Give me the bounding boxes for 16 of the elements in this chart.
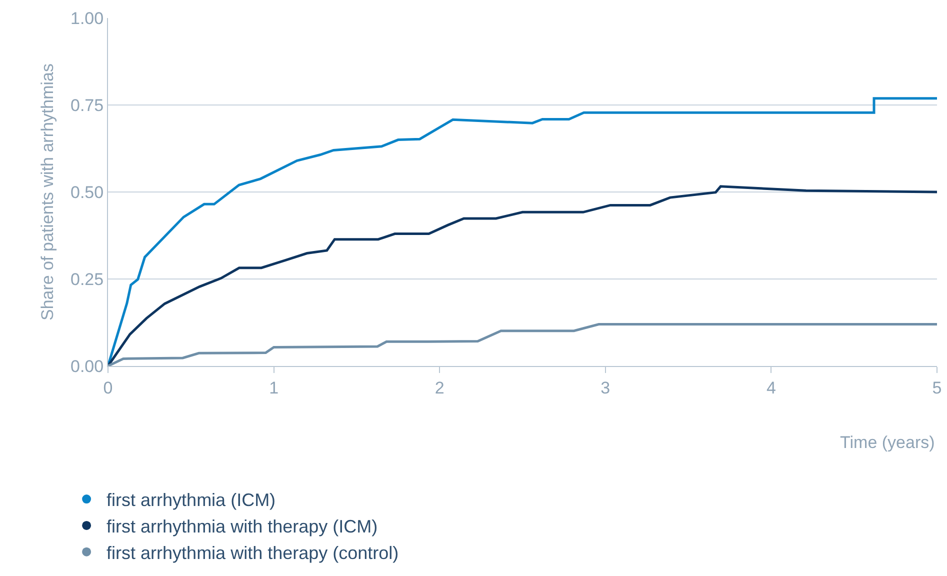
y-tick-label: 0.00 bbox=[70, 356, 104, 376]
y-axis-title: Share of patients with arrhythmias bbox=[38, 63, 58, 321]
legend-label: first arrhythmia with therapy (ICM) bbox=[106, 516, 378, 536]
x-axis-title: Time (years) bbox=[840, 433, 935, 452]
x-tick-label: 2 bbox=[434, 378, 444, 398]
x-tick-label: 5 bbox=[932, 378, 942, 398]
legend-label: first arrhythmia with therapy (control) bbox=[106, 542, 399, 563]
x-tick-label: 1 bbox=[269, 378, 279, 398]
x-tick-label: 3 bbox=[600, 378, 610, 398]
y-tick-label: 0.50 bbox=[70, 182, 104, 202]
y-tick-label: 0.75 bbox=[70, 96, 104, 115]
legend-label: first arrhythmia (ICM) bbox=[106, 490, 276, 510]
x-tick-label: 4 bbox=[766, 378, 776, 398]
x-tick-label: 0 bbox=[103, 378, 113, 398]
y-tick-label: 1.00 bbox=[70, 8, 104, 28]
y-tick-label: 0.25 bbox=[70, 270, 104, 289]
